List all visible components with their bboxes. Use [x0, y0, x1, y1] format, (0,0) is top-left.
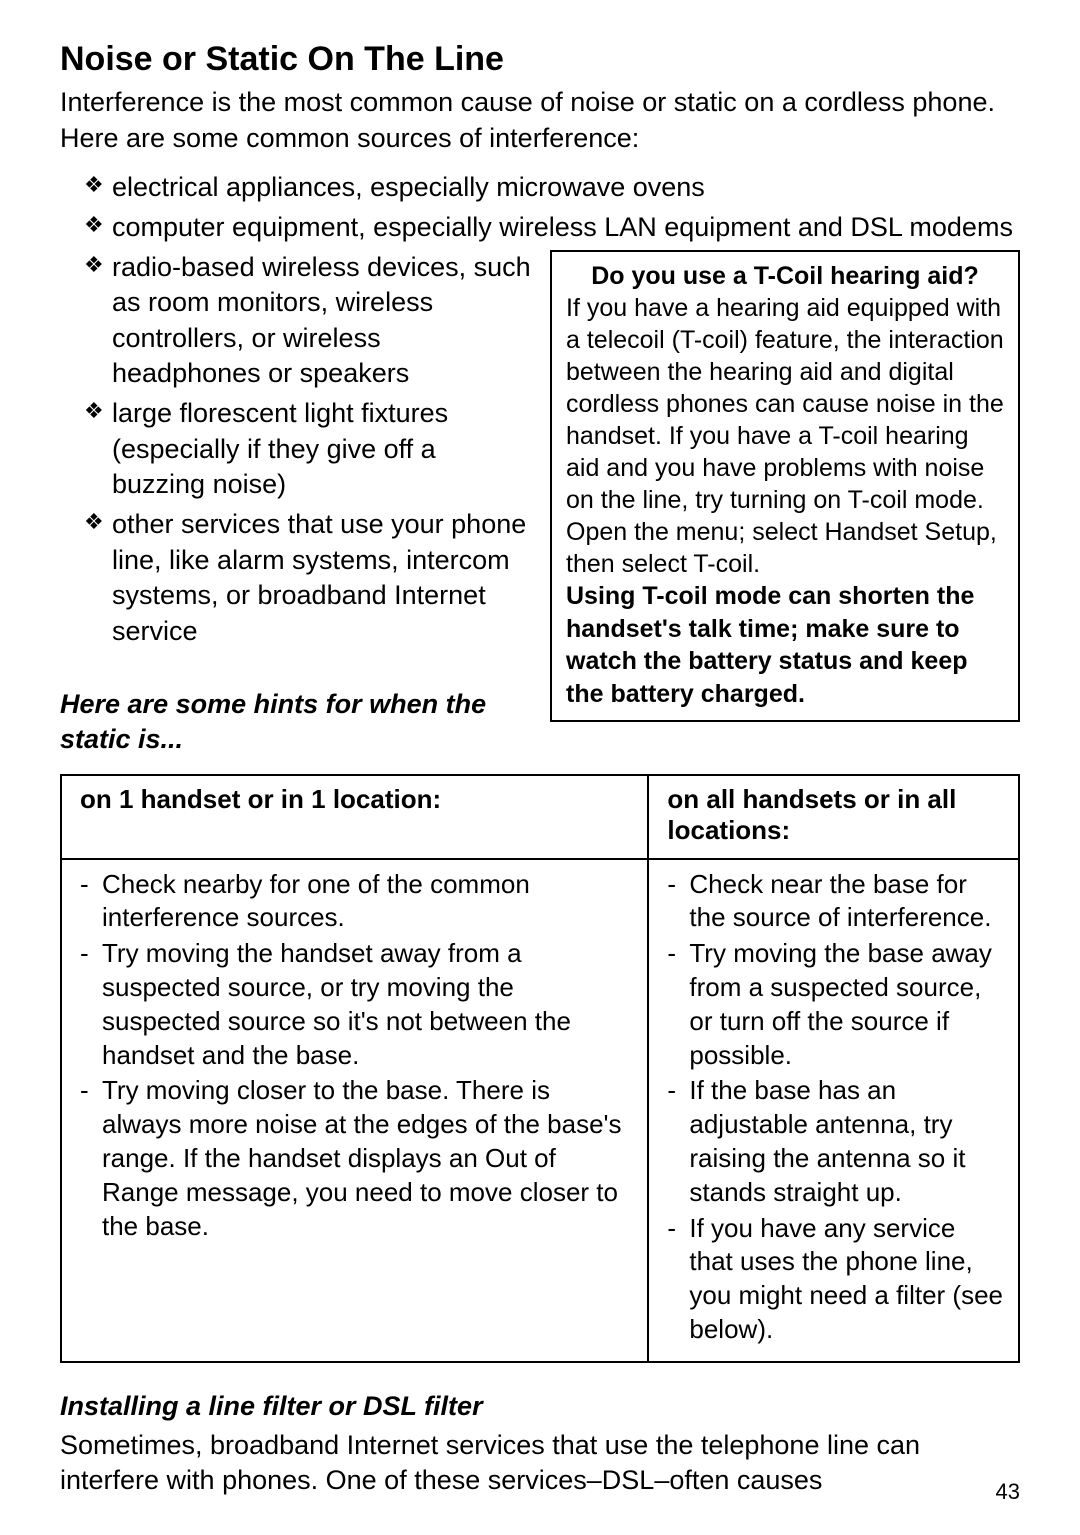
- col1-cell: Check nearby for one of the common inter…: [61, 859, 648, 1362]
- list-item: large florescent light fixtures (especia…: [84, 396, 1020, 503]
- list-item: electrical appliances, especially microw…: [84, 170, 1020, 206]
- list-item: radio-based wireless devices, such as ro…: [84, 250, 1020, 393]
- hints-table: on 1 handset or in 1 location: on all ha…: [60, 774, 1020, 1363]
- filter-subheading: Installing a line filter or DSL filter: [60, 1391, 1020, 1422]
- document-page: Noise or Static On The Line Interference…: [0, 0, 1080, 1535]
- col1-header: on 1 handset or in 1 location:: [61, 775, 648, 859]
- list-item: Try moving the base away from a suspecte…: [667, 937, 1004, 1072]
- intro-paragraph: Interference is the most common cause of…: [60, 85, 1020, 156]
- interference-list-wrapped: radio-based wireless devices, such as ro…: [60, 250, 1020, 650]
- table-header-row: on 1 handset or in 1 location: on all ha…: [61, 775, 1019, 859]
- list-item: computer equipment, especially wireless …: [84, 210, 1020, 246]
- list-item: Check near the base for the source of in…: [667, 868, 1004, 936]
- list-item: If you have any service that uses the ph…: [667, 1212, 1004, 1347]
- page-number: 43: [996, 1479, 1020, 1505]
- col2-list: Check near the base for the source of in…: [667, 868, 1004, 1347]
- col2-cell: Check near the base for the source of in…: [648, 859, 1019, 1362]
- col1-list: Check nearby for one of the common inter…: [80, 868, 633, 1244]
- col2-header: on all handsets or in all locations:: [648, 775, 1019, 859]
- section-heading: Noise or Static On The Line: [60, 40, 1020, 79]
- wrap-container: Do you use a T-Coil hearing aid? If you …: [60, 250, 1020, 758]
- list-item: other services that use your phone line,…: [84, 507, 1020, 650]
- list-item: Try moving closer to the base. There is …: [80, 1074, 633, 1243]
- list-item: If the base has an adjustable antenna, t…: [667, 1074, 1004, 1209]
- filter-paragraph: Sometimes, broadband Internet services t…: [60, 1428, 1020, 1499]
- list-item: Try moving the handset away from a suspe…: [80, 937, 633, 1072]
- list-item: Check nearby for one of the common inter…: [80, 868, 633, 936]
- table-row: Check nearby for one of the common inter…: [61, 859, 1019, 1362]
- interference-list-top: electrical appliances, especially microw…: [60, 170, 1020, 245]
